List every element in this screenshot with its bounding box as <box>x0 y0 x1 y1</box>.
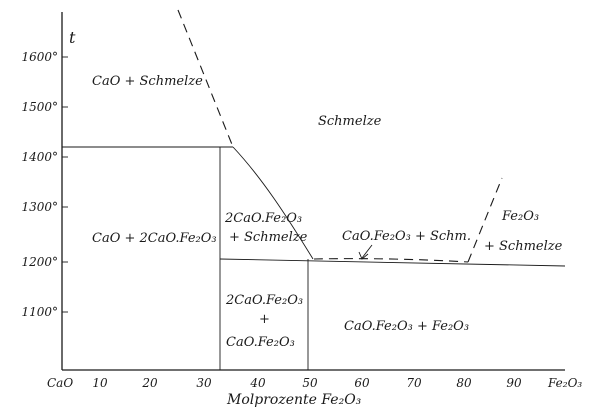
region-dicalcium-cafe-line3: CaO.Fe₂O₃ <box>226 335 295 350</box>
region-cao-schmelze: CaO + Schmelze <box>92 74 203 89</box>
y-tick-1500: 1500° <box>21 100 58 114</box>
y-tick-1600: 1600° <box>21 50 58 64</box>
y-tick-1300: 1300° <box>21 200 58 214</box>
x-tick-60: 60 <box>354 376 370 390</box>
x-tick-50: 50 <box>302 376 318 390</box>
region-cao-fe-schm: CaO.Fe₂O₃ + Schm. <box>342 229 471 244</box>
dashed-phase-boundaries <box>177 9 503 263</box>
region-cao-2cao: CaO + 2CaO.Fe₂O₃ <box>92 231 217 246</box>
x-tick-10: 10 <box>92 376 108 390</box>
x-axis-title: Molprozente Fe₂O₃ <box>226 392 362 408</box>
region-cafe-fe: CaO.Fe₂O₃ + Fe₂O₃ <box>344 319 469 334</box>
x-tick-30: 30 <box>196 376 212 390</box>
x-tick-90: 90 <box>506 376 522 390</box>
region-dicalcium-cafe-line1: 2CaO.Fe₂O₃ <box>225 293 303 308</box>
y-tick-1200: 1200° <box>21 255 58 269</box>
x-tick-cao: CaO <box>47 376 73 390</box>
t-label: t <box>69 28 76 47</box>
x-tick-80: 80 <box>456 376 472 390</box>
solid-phase-boundaries <box>62 146 566 370</box>
region-dicalcium-cafe-line2: + <box>259 312 270 327</box>
arrow-icon <box>358 244 373 260</box>
region-schmelze: Schmelze <box>318 114 382 129</box>
region-fe2o3-schmelze-line1: Fe₂O₃ <box>501 209 539 224</box>
y-tick-marks <box>62 56 68 313</box>
x-tick-70: 70 <box>406 376 422 390</box>
region-dicalcium-schmelze-line2: + Schmelze <box>229 230 308 245</box>
y-tick-1100: 1100° <box>21 305 58 319</box>
region-fe2o3-schmelze-line2: + Schmelze <box>484 239 563 254</box>
x-tick-40: 40 <box>249 376 266 390</box>
x-tick-fe2o3: Fe₂O₃ <box>547 376 582 390</box>
x-tick-20: 20 <box>141 376 158 390</box>
y-tick-1400: 1400° <box>21 150 58 164</box>
region-dicalcium-schmelze-line1: 2CaO.Fe₂O₃ <box>224 211 302 226</box>
